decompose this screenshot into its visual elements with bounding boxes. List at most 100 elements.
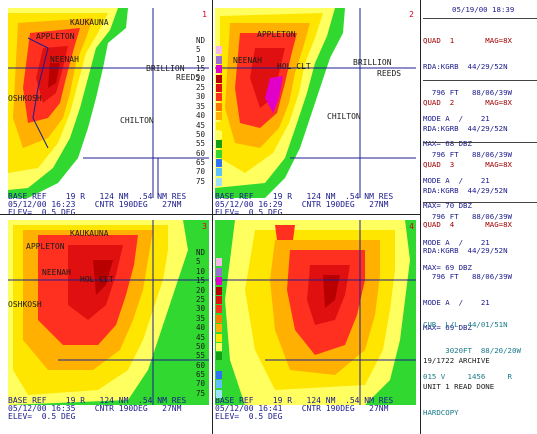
panel-number: 4 (409, 222, 414, 231)
scale-value: 5 (196, 257, 201, 267)
cursor-line: 015 V 1456 R (423, 371, 512, 381)
scale-swatch (216, 305, 222, 314)
scale-swatch (216, 333, 222, 342)
scale-row: 35 (196, 101, 222, 111)
divider (423, 80, 537, 81)
scale-row: 70 (196, 379, 222, 389)
scale-value: 65 (196, 370, 206, 380)
cursor-line: 3020FT 88/20/20W (423, 345, 521, 355)
scale-value: 15 (196, 276, 206, 286)
scale-swatch (216, 277, 222, 286)
scale-row: 20 (196, 73, 222, 83)
scale-swatch (216, 74, 222, 83)
panel-caption: ELEV= 0.5 DEG (8, 208, 76, 217)
panel-number: 1 (202, 10, 207, 19)
town-label: OSHKOSH (8, 300, 42, 309)
panel-divider (0, 214, 420, 215)
scale-swatch (216, 168, 222, 177)
radar-image-1 (8, 8, 209, 198)
scale-row: 55 (196, 139, 222, 149)
scale-swatch (216, 177, 222, 186)
scale-swatch (216, 380, 222, 389)
scale-swatch (216, 83, 222, 92)
scale-row: 25 (196, 83, 222, 92)
scale-swatch (216, 342, 222, 351)
scale-value: 35 (196, 101, 206, 111)
quad-line: MODE A / 21 (423, 113, 490, 123)
quad-line: MAX= 70 DBZ (423, 201, 472, 211)
scale-row: 30 (196, 92, 222, 102)
scale-row: 5 (196, 257, 222, 267)
town-label: REEDS (176, 73, 201, 82)
scale-swatch (216, 295, 222, 304)
town-label: APPLETON (257, 30, 296, 39)
scale-row: 20 (196, 286, 222, 295)
scale-swatch (216, 140, 222, 149)
radar-image-3 (8, 220, 209, 405)
scale-swatch (216, 352, 222, 361)
scale-row: 30 (196, 304, 222, 314)
scale-value: 10 (196, 54, 206, 64)
panel-caption: 05/12/00 16:29 CNTR 190DEG 27NM (215, 200, 389, 209)
scale-value: 70 (196, 379, 206, 389)
quad-line: 796 FT 88/06/39W (423, 211, 512, 221)
scale-row: 65 (196, 370, 222, 380)
scale-row: 65 (196, 158, 222, 168)
town-label: HOL CLT (277, 62, 311, 71)
panel-caption: 05/12/00 16:35 CNTR 190DEG 27NM (8, 404, 182, 413)
radar-panel-1: 1 KAUKAUNA APPLETON NEENAH BRILLION REED… (8, 8, 209, 217)
scale-value: 15 (196, 64, 206, 74)
scale-row: 35 (196, 313, 222, 323)
radar-panel-3: 3 KAUKAUNA APPLETON NEENAH HOL CLT OSHKO… (8, 220, 209, 421)
radar-panel-4: 4 BASE REF 19 R 124 NM .54 NM RES 05/12/… (215, 220, 416, 421)
panel-divider (420, 0, 421, 434)
town-label: APPLETON (36, 32, 75, 41)
scale-swatch (216, 46, 222, 55)
scale-swatch (216, 102, 222, 111)
cursor-readout: CUR L/L 44/01/51N 3020FT 88/20/20W 015 V… (423, 304, 537, 390)
scale-title: ND (196, 248, 206, 257)
scale-value: 75 (196, 388, 206, 398)
quad-info-4: QUAD 4 MAG=8X RDA:KGRB 44/29/52N 796 FT … (423, 204, 537, 342)
quad-title: QUAD 3 MAG=8X (423, 160, 512, 170)
scale-swatch (216, 258, 222, 267)
town-label: CHILTON (120, 116, 154, 125)
quad-line: MAX= 68 DBZ (423, 139, 472, 149)
scale-value: 50 (196, 129, 206, 139)
scale-swatch (216, 371, 222, 380)
scale-row: 25 (196, 295, 222, 304)
panel-caption: BASE REF 19 R 124 NM .54 NM RES (215, 396, 394, 405)
scale-value: 10 (196, 266, 206, 276)
divider (423, 202, 537, 203)
quad-line: RDA:KGRB 44/29/52N (423, 61, 508, 71)
quad-line: 796 FT 88/06/39W (423, 271, 512, 281)
scale-row: 50 (196, 342, 222, 351)
scale-value: 30 (196, 304, 206, 314)
scale-title: ND (196, 36, 206, 45)
scale-value: 40 (196, 323, 206, 333)
scale-row: 10 (196, 266, 222, 276)
scale-row: 40 (196, 111, 222, 121)
scale-value: 70 (196, 167, 206, 177)
panel-divider (212, 0, 213, 434)
scale-value: 55 (196, 351, 206, 361)
status-line: UNIT 1 READ DONE (423, 381, 495, 391)
scale-row: 10 (196, 54, 222, 64)
scale-value: 20 (196, 73, 206, 83)
color-scale-bottom: ND 5 10 15 20 25 30 35 40 45 50 55 60 65 70 75 (196, 248, 222, 398)
scale-value: 45 (196, 120, 206, 130)
town-label: NEENAH (42, 268, 71, 277)
scale-swatch (216, 112, 222, 121)
scale-row: 60 (196, 360, 222, 370)
timestamp: 05/19/00 18:39 (452, 5, 515, 14)
quad-title: QUAD 1 MAG=8X (423, 36, 512, 46)
panel-caption: 05/12/00 16:41 CNTR 190DEG 27NM (215, 404, 389, 413)
scale-value: 35 (196, 313, 206, 323)
scale-row: 5 (196, 45, 222, 55)
status-line: 19/1722 ARCHIVE (423, 356, 490, 366)
scale-swatch (216, 267, 222, 276)
hardcopy-button[interactable]: HARDCOPY (423, 407, 459, 417)
radar-panel-2: 2 APPLETON NEENAH HOL CLT BRILLION REEDS… (215, 8, 416, 217)
scale-swatch (216, 65, 222, 74)
scale-value: 60 (196, 360, 206, 370)
